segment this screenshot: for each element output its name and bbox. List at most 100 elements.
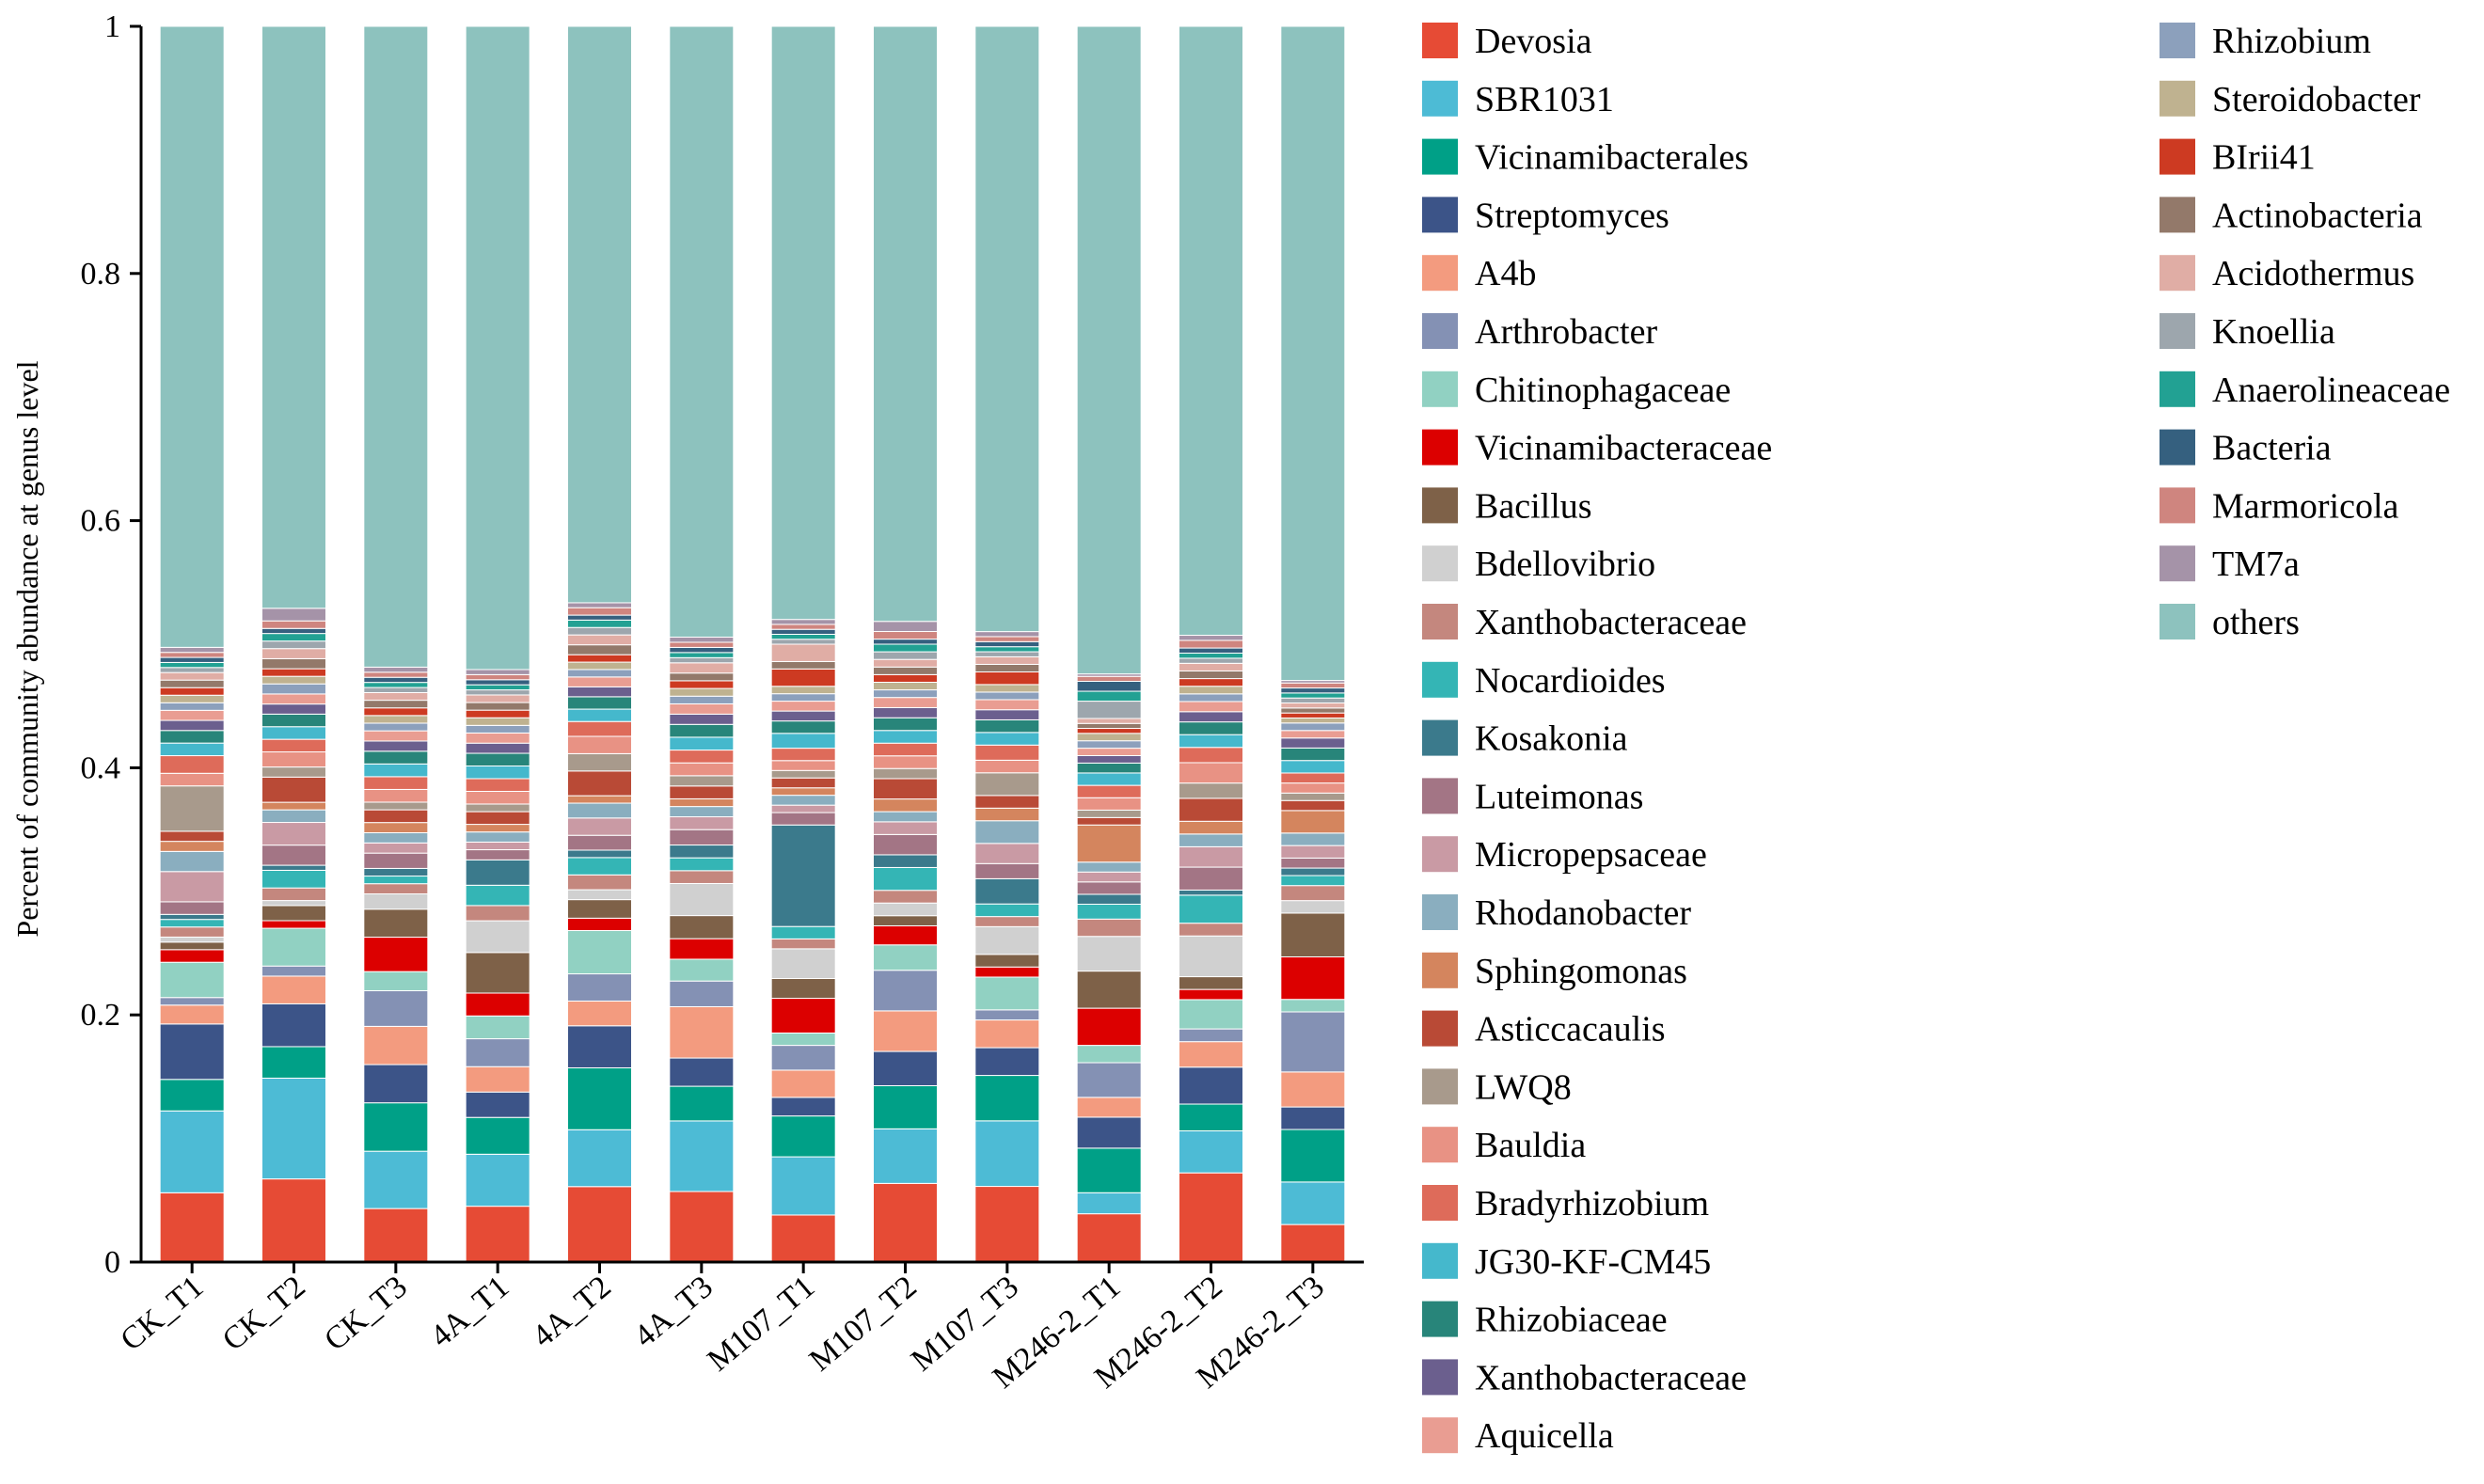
bar-segment-3-27 [465,709,530,718]
bar-segment-2-14 [363,842,429,854]
bar-segment-9-10 [1076,918,1142,938]
legend-label-17: Asticcacaulis [1475,1010,1666,1050]
legend-label-11: Nocardioides [1475,661,1666,701]
bar-segment-6-18 [770,769,836,779]
bar-segment-6-2 [770,1115,836,1158]
bar-segment-7-28 [873,666,938,675]
bar-segment-0-0 [159,1192,225,1263]
bar-segment-1-3 [261,1002,326,1048]
bar-segment-9-18 [1076,809,1142,818]
bar-segment-0-1 [159,1110,225,1193]
bar-segment-3-2 [465,1116,530,1155]
bar-segment-8-12 [974,877,1040,905]
bar-segment-6-19 [770,760,836,771]
bar-segment-4-25 [567,669,632,678]
legend-swatch-16 [1422,952,1458,988]
bar-segment-4-10 [567,874,632,891]
x-tick-label-4: 4A_T2 [526,1270,618,1354]
bar-segment-11-21 [1280,760,1346,774]
legend-swatch-32 [2160,429,2195,466]
bar-segment-2-20 [363,776,429,790]
bar-segment-7-9 [873,902,938,917]
bar-segment-7-8 [873,915,938,926]
bar-segment-1-26 [261,675,326,685]
legend-swatch-34 [2160,545,2195,582]
bar-segment-10-27 [1179,678,1243,687]
bar-segment-5-12 [669,845,735,859]
bar-segment-10-26 [1179,686,1243,695]
bar-segment-4-23 [567,686,632,698]
bar-segment-1-24 [261,693,326,705]
bar-segment-5-16 [669,797,735,808]
bar-segment-7-18 [873,767,938,780]
bar-segment-2-15 [363,831,429,844]
bar-segment-11-19 [1280,782,1346,794]
axes-group [130,24,1364,1273]
bar-segment-7-33 [873,631,938,640]
bar-segment-3-11 [465,884,530,907]
legend-swatch-25 [2160,23,2195,58]
bar-segment-0-10 [159,926,225,938]
bar-segment-7-16 [873,798,938,813]
legend-label-35: others [2212,603,2300,642]
bar-segment-10-21 [1179,734,1243,749]
bar-segment-7-35 [873,25,938,623]
legend-swatch-35 [2160,604,2195,639]
bar-segment-9-3 [1076,1116,1142,1149]
bar-segment-3-7 [465,992,530,1017]
legend-label-10: Xanthobacteraceae [1475,603,1747,642]
bar-segment-5-15 [669,806,735,818]
x-tick-label-6: M107_T1 [701,1270,821,1379]
bar-segment-5-35 [669,25,735,638]
bar-segment-0-26 [159,694,225,703]
bar-segment-5-14 [669,816,735,830]
bar-segment-9-12 [1076,893,1142,905]
bar-segment-1-29 [261,648,326,659]
bar-segment-0-2 [159,1079,225,1112]
legend-swatch-15 [1422,894,1458,930]
bar-segment-11-16 [1280,810,1346,834]
bar-segment-9-32 [1076,681,1142,692]
legend-label-28: Actinobacteria [2212,196,2423,235]
bar-segment-8-17 [974,795,1040,809]
bar-segment-11-8 [1280,912,1346,957]
bar-segment-11-25 [1280,722,1346,732]
bar-segment-6-26 [770,686,836,695]
bar-segment-5-33 [669,641,735,648]
bar-segment-10-29 [1179,662,1243,671]
bar-segment-10-18 [1179,782,1243,799]
legend-label-18: LWQ8 [1475,1067,1572,1107]
bar-segment-11-33 [1280,682,1346,689]
bar-segment-8-8 [974,954,1040,968]
bar-segment-10-28 [1179,670,1243,680]
bar-segment-6-0 [770,1214,836,1263]
bar-segment-1-35 [261,25,326,609]
bar-segment-8-16 [974,807,1040,822]
bar-segment-1-1 [261,1077,326,1180]
bar-segment-1-21 [261,726,326,740]
bar-segment-7-13 [873,833,938,856]
bar-segment-6-8 [770,977,836,1000]
bar-segment-1-31 [261,633,326,642]
bar-segment-3-33 [465,673,530,681]
bar-segment-2-4 [363,1025,429,1066]
bar-segment-1-13 [261,845,326,866]
legend-label-20: Bradyrhizobium [1475,1184,1709,1224]
bar-segment-9-27 [1076,728,1142,734]
bar-segment-10-15 [1179,833,1243,847]
bar-segment-11-29 [1280,703,1346,709]
bar-segment-11-7 [1280,955,1346,1001]
bar-segment-7-11 [873,866,938,892]
bar-segment-4-8 [567,899,632,919]
bar-segment-0-31 [159,661,225,669]
bar-segment-9-1 [1076,1192,1142,1215]
bar-segment-0-34 [159,646,225,654]
bar-segment-10-10 [1179,923,1243,937]
bar-segment-10-12 [1179,889,1243,896]
bar-segment-3-0 [465,1206,530,1263]
bar-segment-2-31 [363,682,429,688]
legend-label-34: TM7a [2212,545,2300,584]
bar-segment-11-11 [1280,875,1346,887]
bar-segment-5-7 [669,938,735,960]
bar-segment-7-26 [873,681,938,691]
